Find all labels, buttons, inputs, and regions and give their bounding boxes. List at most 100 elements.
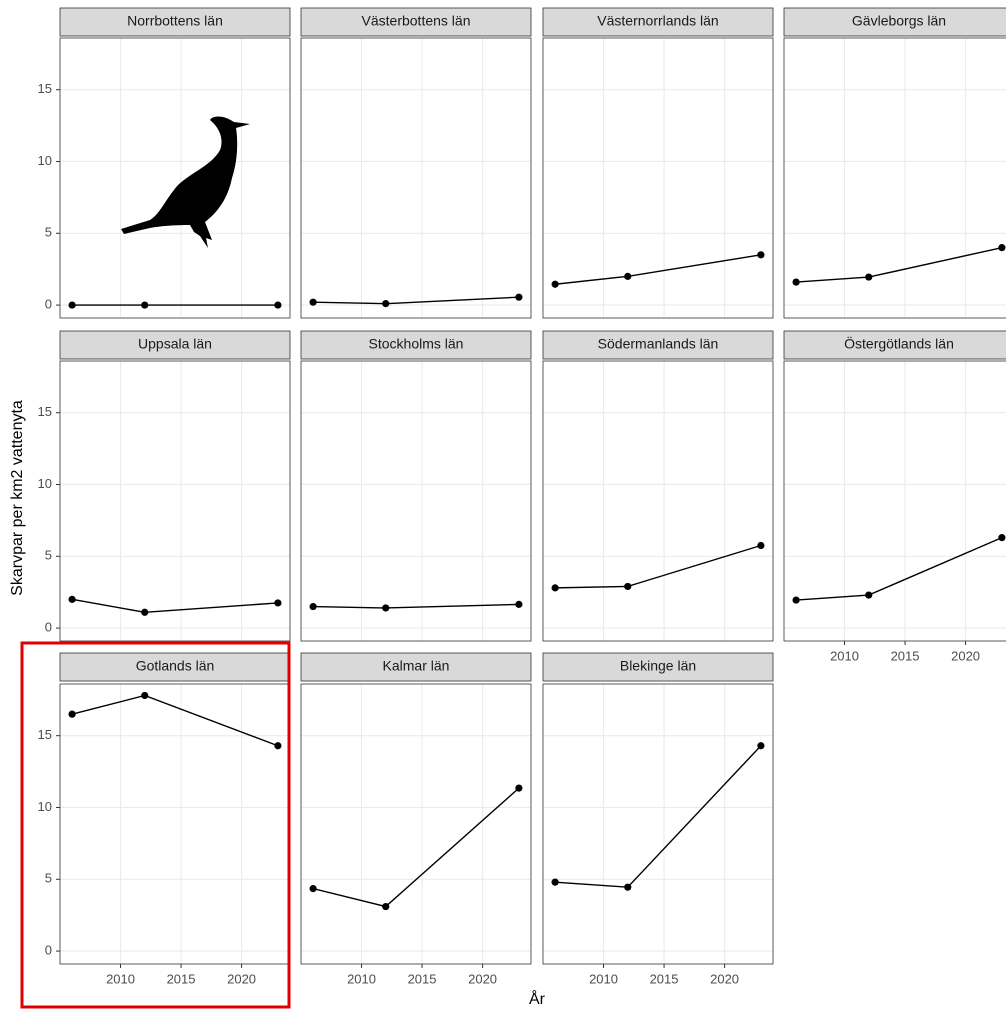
strip-background [300, 7, 532, 37]
panel-border [59, 37, 291, 319]
strip-label: Gotlands län [136, 658, 215, 674]
data-point [792, 596, 800, 604]
facet-panel: Gotlands län 0 5 10 15 2010 2015 2020 [38, 652, 291, 986]
data-point [68, 595, 76, 603]
y-axis-title: Skarvpar per km2 vattenyta [9, 400, 26, 596]
data-point [382, 300, 390, 308]
panel-background [543, 684, 773, 964]
facet-panel: Gävleborgs län [783, 7, 1006, 319]
panel-border [542, 683, 774, 965]
x-tick-label: 2020 [710, 971, 739, 986]
x-tick-label: 2010 [347, 971, 376, 986]
data-point [515, 784, 523, 792]
data-point [624, 582, 632, 591]
strip-label: Uppsala län [138, 336, 212, 352]
data-point [757, 251, 765, 259]
strip-label: Östergötlands län [844, 335, 954, 352]
panel-background [301, 361, 531, 641]
x-tick-label: 2010 [106, 971, 135, 986]
strip-background [300, 652, 532, 682]
strip-label: Kalmar län [383, 658, 450, 674]
data-point [274, 301, 282, 309]
panel-background [543, 38, 773, 318]
panel-background [543, 361, 773, 641]
data-point [515, 293, 523, 301]
data-point [624, 272, 632, 280]
strip-background [542, 330, 774, 360]
strip-background [300, 330, 532, 360]
cormorant-icon [121, 116, 250, 248]
data-point [792, 278, 800, 286]
y-tick-label: 0 [45, 943, 52, 958]
facet-panel: Norrbottens län 0 5 10 15 [38, 7, 291, 319]
strip-background [542, 652, 774, 682]
data-point [865, 591, 873, 599]
y-tick-label: 10 [38, 799, 52, 814]
strip-background [783, 7, 1006, 37]
strip-label: Västerbottens län [362, 13, 471, 29]
data-point [309, 298, 317, 306]
data-point [309, 885, 317, 893]
facet-panel: Östergötlands län 2010 2015 2020 [783, 330, 1006, 663]
strip-label: Norrbottens län [127, 13, 223, 29]
data-point [998, 244, 1006, 252]
strip-background [59, 7, 291, 37]
strip-background [783, 330, 1006, 360]
panel-border [300, 37, 532, 319]
y-tick-label: 5 [45, 225, 52, 240]
data-point [865, 273, 873, 281]
x-tick-label: 2020 [227, 971, 256, 986]
panel-border [59, 360, 291, 642]
facet-panel: Västerbottens län [300, 7, 532, 319]
x-tick-label: 2010 [589, 971, 618, 986]
panel-border [783, 37, 1006, 319]
data-point [141, 608, 149, 616]
data-point [551, 584, 559, 592]
x-tick-label: 2015 [650, 971, 679, 986]
data-point [757, 742, 765, 750]
panel-background [301, 684, 531, 964]
data-point [382, 902, 390, 911]
panel-background [301, 38, 531, 318]
y-tick-label: 15 [38, 727, 52, 742]
y-tick-label: 10 [38, 476, 52, 491]
facet-panel: Kalmar län 2010 2015 2020 [300, 652, 532, 986]
panel-border [300, 360, 532, 642]
facet-panel: Västernorrlands län [542, 7, 774, 319]
facet-panel: Stockholms län [300, 330, 532, 642]
data-point [68, 710, 76, 718]
facet-panel: Uppsala län 0 5 10 15 [38, 330, 291, 642]
panel-background [60, 361, 290, 641]
strip-label: Södermanlands län [598, 336, 719, 352]
strip-label: Stockholms län [369, 336, 464, 352]
data-point [624, 883, 632, 891]
data-point [274, 742, 282, 750]
panel-background [784, 361, 1006, 641]
y-tick-label: 0 [45, 620, 52, 635]
data-point [68, 301, 76, 309]
y-tick-label: 5 [45, 548, 52, 563]
data-point [551, 280, 559, 288]
y-tick-label: 0 [45, 297, 52, 312]
panel-border [300, 683, 532, 965]
panel-border [542, 360, 774, 642]
strip-label: Gävleborgs län [852, 13, 946, 29]
facet-panel: Blekinge län 2010 2015 2020 [542, 652, 774, 986]
y-tick-label: 5 [45, 871, 52, 886]
strip-background [542, 7, 774, 37]
panel-background [60, 38, 290, 318]
strip-background [59, 330, 291, 360]
y-tick-label: 15 [38, 404, 52, 419]
x-tick-label: 2020 [951, 648, 980, 663]
strip-label: Blekinge län [620, 658, 696, 674]
x-tick-label: 2010 [830, 648, 859, 663]
data-point [141, 301, 149, 309]
panel-border [783, 360, 1006, 642]
data-point [757, 541, 765, 550]
x-tick-label: 2015 [891, 648, 920, 663]
x-tick-label: 2020 [468, 971, 497, 986]
y-tick-label: 15 [38, 81, 52, 96]
panel-border [542, 37, 774, 319]
